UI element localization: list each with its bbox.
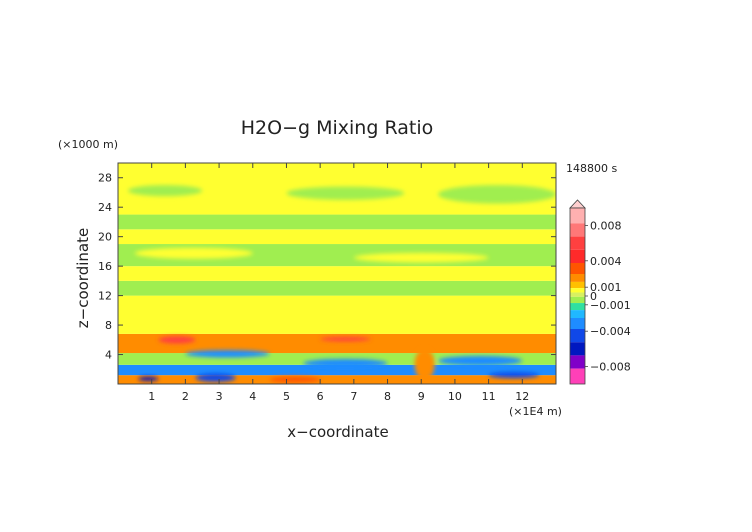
x-tick-label: 1: [148, 390, 155, 403]
time-label: 148800 s: [566, 162, 617, 175]
colorbar-level: [570, 310, 585, 318]
colorbar-level: [570, 208, 585, 224]
field-band: [118, 333, 556, 354]
colorbar-tick-label: −0.004: [590, 325, 631, 338]
colorbar-tick-label: −0.008: [590, 360, 631, 373]
colorbar-level: [570, 236, 585, 250]
field-patch: [414, 348, 435, 381]
y-tick-label: 28: [98, 172, 112, 185]
field-patch: [438, 185, 556, 204]
field-patch: [158, 336, 196, 344]
colorbar-level: [570, 292, 585, 297]
field-band: [118, 353, 556, 365]
field-patches: [128, 185, 556, 383]
field-patch: [303, 358, 388, 368]
field-patch: [128, 185, 203, 197]
field-patch: [438, 356, 523, 366]
colorbar-level: [570, 281, 585, 289]
colorbar-levels: [570, 208, 585, 384]
x-tick-label: 7: [350, 390, 357, 403]
y-axis-ticks: 4 8 12 16 20 24 28: [98, 172, 556, 362]
plot-frame: [117, 162, 557, 385]
y-unit-label: (×1000 m): [58, 138, 118, 151]
field-band: [118, 375, 556, 384]
field-patch: [353, 252, 489, 263]
colorbar-level: [570, 288, 585, 293]
x-tick-label: 12: [515, 390, 529, 403]
y-tick-label: 8: [105, 319, 112, 332]
y-tick-label: 20: [98, 231, 112, 244]
colorbar-level: [570, 342, 585, 356]
field-band: [118, 229, 556, 245]
colorbar-level: [570, 368, 585, 384]
field-band: [118, 214, 556, 230]
y-tick-label: 12: [98, 290, 112, 303]
colorbar-tick-label: 0: [590, 290, 597, 303]
colorbar-tick-label: 0.001: [590, 281, 622, 294]
plot-area: [118, 163, 556, 384]
field-band: [118, 280, 556, 296]
field-band: [118, 295, 556, 334]
y-axis-label: z−coordinate: [74, 228, 92, 328]
field-patch: [269, 376, 321, 383]
x-tick-label: 10: [448, 390, 462, 403]
field-patch: [134, 247, 253, 259]
y-tick-label: 16: [98, 260, 112, 273]
field-patch: [138, 376, 159, 382]
y-tick-label: 4: [105, 349, 112, 362]
x-tick-label: 8: [384, 390, 391, 403]
colorbar-level: [570, 355, 585, 369]
y-tick-label: 24: [98, 201, 112, 214]
x-tick-label: 3: [216, 390, 223, 403]
colorbar-level: [570, 318, 585, 329]
x-unit-label: (×1E4 m): [509, 405, 562, 418]
colorbar-level: [570, 329, 585, 343]
field-band: [118, 266, 556, 281]
field-patch: [195, 373, 236, 382]
x-tick-label: 9: [418, 390, 425, 403]
colorbar-level: [570, 274, 585, 282]
field-patch: [185, 350, 270, 358]
colorbar-tick-label: 0.004: [590, 255, 622, 268]
x-tick-label: 6: [317, 390, 324, 403]
x-tick-label: 2: [182, 390, 189, 403]
x-axis-ticks: 1 2 3 4 5 6 7 8 9 10 11 12: [148, 163, 529, 403]
colorbar-level: [570, 303, 585, 311]
colorbar-max-arrow: [569, 199, 586, 209]
colorbar-level: [570, 263, 585, 274]
colorbar-level: [570, 223, 585, 237]
colorbar-tick-label: −0.001: [590, 299, 631, 312]
colorbar-level: [570, 296, 585, 304]
field-patch: [488, 372, 540, 379]
chart-title: H2O−g Mixing Ratio: [241, 117, 433, 139]
field-band: [118, 364, 556, 376]
field-patch: [286, 186, 405, 200]
colorbar-level: [570, 249, 585, 263]
colorbar-tick-label: 0.008: [590, 220, 622, 233]
x-tick-label: 5: [283, 390, 290, 403]
x-tick-label: 4: [249, 390, 256, 403]
x-tick-label: 11: [482, 390, 496, 403]
field-patch: [320, 336, 371, 342]
x-axis-label: x−coordinate: [287, 423, 388, 441]
